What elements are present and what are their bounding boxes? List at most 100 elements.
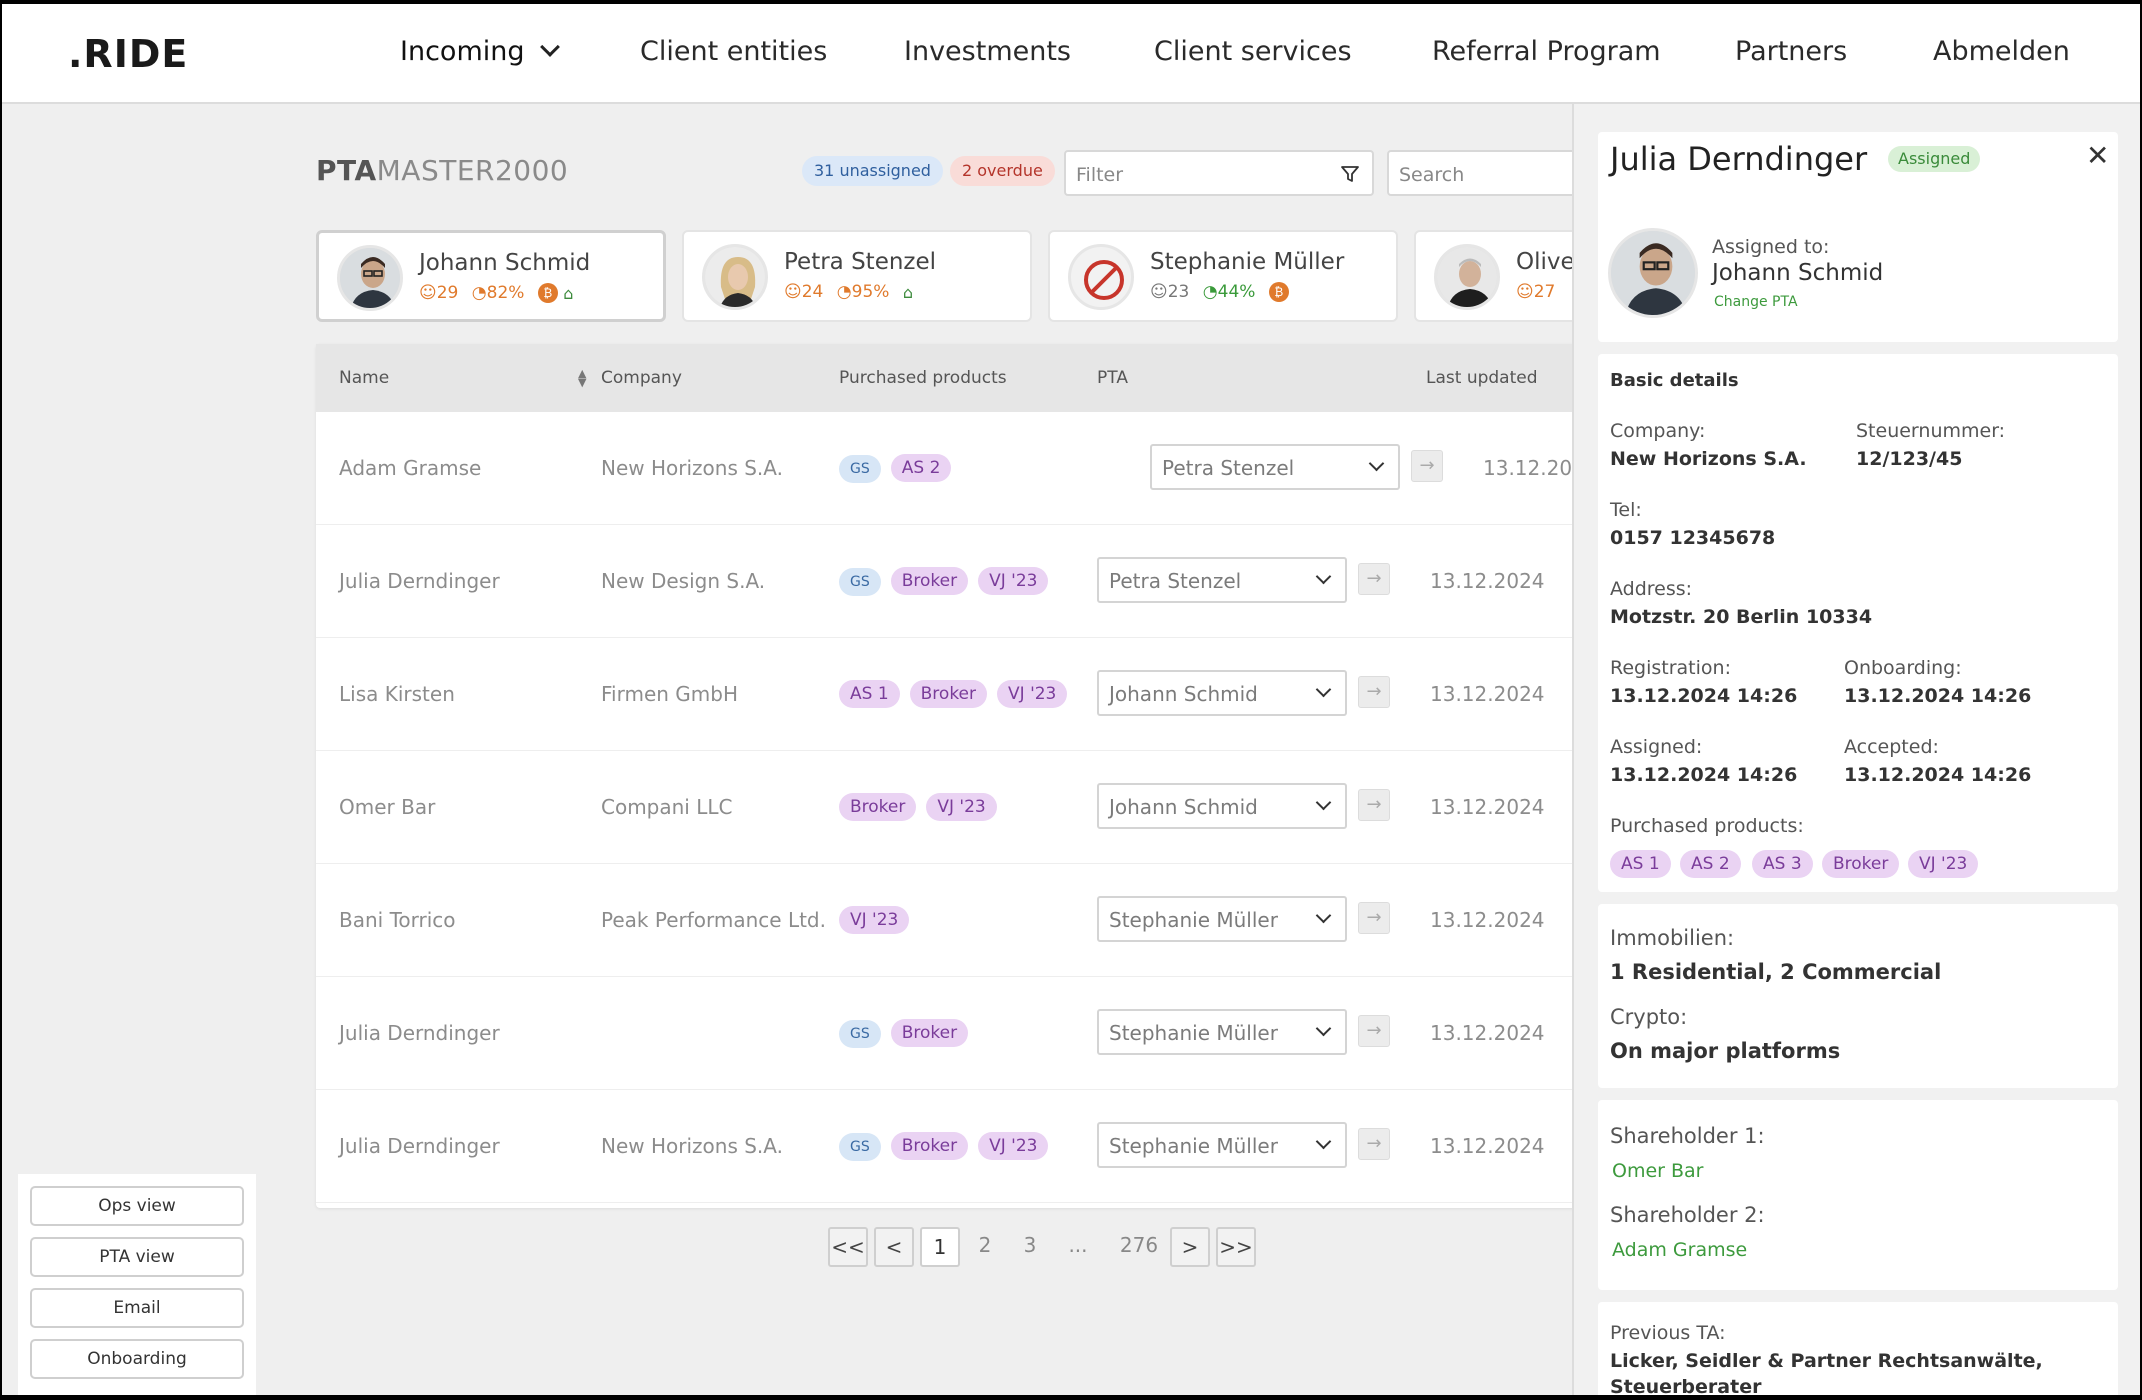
- product-tag: VJ '23: [997, 680, 1068, 708]
- pta-select[interactable]: Stephanie Müller: [1097, 1009, 1347, 1055]
- rate-stat: ◔44%: [1202, 282, 1256, 302]
- page-1[interactable]: 1: [920, 1227, 960, 1267]
- col-company[interactable]: Company: [601, 368, 682, 388]
- registration-value: 13.12.2024 14:26: [1610, 685, 1798, 707]
- change-pta-link[interactable]: Change PTA: [1714, 294, 1798, 310]
- shareholder-1-link[interactable]: Omer Bar: [1612, 1160, 1704, 1182]
- product-tag: Broker: [839, 793, 917, 821]
- arrow-right-icon[interactable]: →: [1358, 902, 1390, 934]
- first-page-button[interactable]: <<: [828, 1227, 868, 1267]
- product-tag: AS 3: [1752, 850, 1813, 878]
- client-name-cell[interactable]: Lisa Kirsten: [339, 682, 455, 706]
- nav-referral-program[interactable]: Referral Program: [1432, 36, 1661, 67]
- page-2[interactable]: 2: [978, 1233, 992, 1257]
- avatar: [1068, 244, 1134, 310]
- nav-investments[interactable]: Investments: [904, 36, 1071, 67]
- client-name-cell[interactable]: Bani Torrico: [339, 908, 456, 932]
- company-cell: Compani LLC: [601, 795, 733, 819]
- pta-select-value: Stephanie Müller: [1109, 908, 1278, 932]
- overdue-badge[interactable]: 2 overdue: [950, 156, 1055, 186]
- arrow-right-icon[interactable]: →: [1358, 789, 1390, 821]
- prev-page-button[interactable]: <: [874, 1227, 914, 1267]
- company-cell: Firmen GmbH: [601, 682, 739, 706]
- view-switcher: Ops view PTA view Email Onboarding: [18, 1174, 256, 1395]
- filter-icon[interactable]: [1340, 164, 1360, 184]
- client-name-cell[interactable]: Omer Bar: [339, 795, 436, 819]
- nav-logout[interactable]: Abmelden: [1933, 36, 2070, 67]
- ride-logo[interactable]: .RIDE: [68, 32, 189, 76]
- arrow-right-icon[interactable]: →: [1411, 450, 1443, 482]
- avatar: [702, 244, 768, 310]
- table-header: Name ▲ ▼ Company Purchased products PTA L…: [316, 344, 1656, 412]
- page-last-number[interactable]: 276: [1119, 1233, 1159, 1257]
- arrow-right-icon[interactable]: →: [1358, 1015, 1390, 1047]
- nav-incoming[interactable]: Incoming: [400, 36, 560, 67]
- pta-select[interactable]: Petra Stenzel: [1097, 557, 1347, 603]
- arrow-right-icon[interactable]: →: [1358, 1128, 1390, 1160]
- table-row[interactable]: Omer Bar Compani LLC Broker VJ '23 Johann Sc…: [316, 751, 1656, 864]
- client-name-cell[interactable]: Julia Derndinger: [339, 1134, 500, 1158]
- col-products[interactable]: Purchased products: [839, 368, 1007, 388]
- email-button[interactable]: Email: [30, 1288, 244, 1328]
- table-row[interactable]: Bani Torrico Peak Performance Ltd. VJ '23 S…: [316, 864, 1656, 977]
- assets-card: Immobilien: 1 Residential, 2 Commercial …: [1598, 904, 2118, 1088]
- filter-input[interactable]: Filter: [1064, 150, 1374, 196]
- nav-client-entities[interactable]: Client entities: [640, 36, 828, 67]
- last-updated-cell: 13.12.2024: [1430, 908, 1545, 932]
- shareholder-2-link[interactable]: Adam Gramse: [1612, 1239, 1748, 1261]
- table-row[interactable]: Julia Derndinger New Horizons S.A. GS Broke…: [316, 1090, 1656, 1203]
- table-row[interactable]: Julia Derndinger New Design S.A. GS Broker V…: [316, 525, 1656, 638]
- accepted-value: 13.12.2024 14:26: [1844, 764, 2032, 786]
- table-row[interactable]: Lisa Kirsten Firmen GmbH AS 1 Broker VJ '23 J…: [316, 638, 1656, 751]
- next-page-button[interactable]: >: [1170, 1227, 1210, 1267]
- product-tag: VJ '23: [926, 793, 997, 821]
- client-name-cell[interactable]: Julia Derndinger: [339, 569, 500, 593]
- previous-ta-value-2: Steuerberater: [1610, 1376, 1762, 1395]
- product-tag: GS: [839, 1020, 881, 1048]
- table-row[interactable]: Adam Gramse New Horizons S.A. GS AS 2 Petra …: [316, 412, 1656, 525]
- client-name-cell[interactable]: Adam Gramse: [339, 456, 482, 480]
- pta-select[interactable]: Petra Stenzel: [1150, 444, 1400, 490]
- pta-select[interactable]: Johann Schmid: [1097, 783, 1347, 829]
- pta-card-petra[interactable]: Petra Stenzel ☺24 ◔95% ⌂: [682, 230, 1032, 322]
- products-cell: Broker VJ '23: [839, 793, 1007, 821]
- pta-card-johann[interactable]: Johann Schmid ☺29 ◔82% ₿ ⌂: [316, 230, 666, 322]
- products-label: Purchased products:: [1610, 815, 1804, 837]
- sort-icon[interactable]: ▲ ▼: [578, 367, 587, 389]
- arrow-right-icon[interactable]: →: [1358, 676, 1390, 708]
- close-icon[interactable]: ✕: [2086, 139, 2110, 172]
- last-page-button[interactable]: >>: [1216, 1227, 1256, 1267]
- filter-placeholder: Filter: [1076, 164, 1124, 186]
- tel-label: Tel:: [1610, 499, 1642, 521]
- pta-card-stephanie[interactable]: Stephanie Müller ☺23 ◔44% ₿: [1048, 230, 1398, 322]
- pta-select[interactable]: Johann Schmid: [1097, 670, 1347, 716]
- col-name[interactable]: Name: [339, 368, 390, 388]
- pta-select[interactable]: Stephanie Müller: [1097, 1122, 1347, 1168]
- products-cell: GS AS 2: [839, 454, 961, 483]
- unassigned-badge[interactable]: 31 unassigned: [802, 156, 943, 186]
- pta-view-button[interactable]: PTA view: [30, 1237, 244, 1277]
- arrow-right-icon[interactable]: →: [1358, 563, 1390, 595]
- rate-stat: ◔82%: [471, 283, 525, 303]
- client-name-cell[interactable]: Julia Derndinger: [339, 1021, 500, 1045]
- rate-stat: ◔95%: [836, 282, 890, 302]
- page-title: PTAMASTER2000: [316, 154, 568, 187]
- previous-ta-value: Licker, Seidler & Partner Rechtsanwälte,: [1610, 1350, 2043, 1372]
- ops-view-button[interactable]: Ops view: [30, 1186, 244, 1226]
- chevron-down-icon: [1315, 907, 1332, 924]
- pta-select[interactable]: Stephanie Müller: [1097, 896, 1347, 942]
- basic-details-heading: Basic details: [1610, 370, 1739, 391]
- col-last-updated[interactable]: Last updated: [1426, 368, 1538, 388]
- chevron-down-icon: [1315, 1020, 1332, 1037]
- accepted-label: Accepted:: [1844, 736, 1939, 758]
- pta-select-value: Petra Stenzel: [1109, 569, 1242, 593]
- page-title-bold: PTA: [316, 154, 377, 187]
- nav-client-services[interactable]: Client services: [1154, 36, 1352, 67]
- page-3[interactable]: 3: [1023, 1233, 1037, 1257]
- table-row[interactable]: Julia Derndinger GS Broker Stephanie Müller…: [316, 977, 1656, 1090]
- onboarding-button[interactable]: Onboarding: [30, 1339, 244, 1379]
- nav-partners[interactable]: Partners: [1735, 36, 1848, 67]
- product-tag: Broker: [890, 1019, 969, 1047]
- assigned-label: Assigned:: [1610, 736, 1703, 758]
- col-pta[interactable]: PTA: [1097, 368, 1128, 388]
